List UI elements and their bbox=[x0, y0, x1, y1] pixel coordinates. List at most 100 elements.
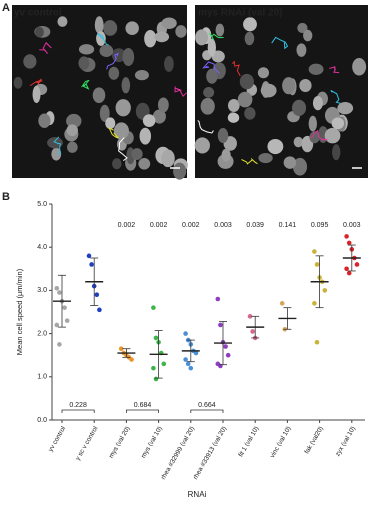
y-tick-label: 4.0 bbox=[37, 244, 47, 251]
data-point bbox=[54, 285, 60, 291]
data-point bbox=[118, 346, 124, 352]
cell bbox=[67, 141, 78, 153]
cell bbox=[206, 68, 218, 84]
cell-track bbox=[108, 127, 119, 139]
cell bbox=[227, 98, 240, 113]
data-point bbox=[153, 376, 159, 382]
cell bbox=[352, 58, 367, 76]
cell bbox=[292, 157, 308, 176]
cell bbox=[99, 104, 110, 122]
p-value: 0.003 bbox=[343, 222, 361, 229]
data-point bbox=[151, 365, 156, 371]
cell bbox=[161, 149, 175, 168]
cell-track bbox=[329, 66, 340, 74]
cell bbox=[308, 115, 317, 132]
data-point bbox=[354, 262, 360, 267]
cell bbox=[51, 147, 62, 161]
cell bbox=[122, 47, 135, 66]
cell bbox=[92, 87, 106, 104]
cell-track bbox=[330, 89, 341, 104]
cell bbox=[35, 26, 44, 38]
data-point bbox=[314, 262, 320, 267]
cell bbox=[113, 122, 129, 140]
cell bbox=[38, 113, 51, 128]
cell bbox=[99, 44, 114, 57]
cell bbox=[243, 17, 257, 32]
y-tick-label: 3.0 bbox=[37, 287, 47, 294]
cell-track bbox=[271, 36, 289, 50]
data-point bbox=[183, 331, 188, 336]
panel-label: B bbox=[2, 191, 10, 203]
cell bbox=[173, 162, 187, 180]
cell bbox=[152, 109, 166, 124]
cell bbox=[78, 44, 95, 55]
p-value: 0.002 bbox=[118, 222, 136, 229]
cell bbox=[131, 148, 143, 161]
cell bbox=[221, 148, 231, 162]
cell bbox=[293, 136, 304, 148]
panel-label: A bbox=[2, 2, 10, 14]
cell bbox=[282, 77, 296, 95]
cell bbox=[66, 124, 78, 137]
cell bbox=[309, 131, 320, 144]
cells bbox=[13, 16, 367, 180]
data-point bbox=[346, 240, 352, 246]
cell bbox=[195, 29, 209, 46]
data-point bbox=[57, 290, 62, 295]
p-value: 0.002 bbox=[182, 222, 200, 229]
data-point bbox=[344, 234, 349, 239]
x-tick-label: yv control bbox=[47, 425, 67, 453]
cell-track bbox=[106, 52, 119, 70]
y-axis-label: Mean cell speed (μm/min) bbox=[15, 268, 24, 355]
data-point bbox=[97, 307, 102, 313]
data-point bbox=[94, 292, 100, 298]
comparison-p-value: 0.664 bbox=[198, 402, 216, 409]
cell bbox=[94, 16, 104, 34]
cell bbox=[161, 17, 177, 29]
cell-track bbox=[241, 157, 258, 165]
data-point bbox=[312, 249, 317, 254]
cell bbox=[154, 31, 170, 43]
data-point bbox=[344, 266, 349, 272]
cell bbox=[105, 117, 116, 130]
data-point bbox=[225, 352, 231, 358]
comparison-p-value: 0.684 bbox=[134, 402, 152, 409]
x-tick-label: zyx (val 10) bbox=[334, 425, 357, 457]
y-tick-label: 2.0 bbox=[37, 330, 47, 337]
cell bbox=[13, 76, 23, 89]
image-label: yv control bbox=[14, 8, 62, 19]
cell bbox=[207, 38, 216, 57]
cell bbox=[312, 95, 323, 111]
cell bbox=[164, 56, 174, 72]
cell bbox=[308, 63, 324, 75]
p-value: 0.003 bbox=[214, 222, 232, 229]
y-tick-label: 0.0 bbox=[37, 417, 47, 424]
data-point bbox=[314, 339, 320, 345]
data-point bbox=[151, 305, 156, 310]
cell-track bbox=[96, 33, 109, 46]
cell bbox=[121, 77, 131, 94]
p-value: 0.095 bbox=[311, 222, 329, 229]
data-point bbox=[86, 253, 92, 259]
cell bbox=[78, 56, 90, 70]
cell-track bbox=[174, 86, 187, 98]
cell bbox=[296, 43, 307, 57]
cell bbox=[134, 69, 149, 81]
x-tick-label: y sc v control bbox=[74, 425, 99, 462]
cell bbox=[215, 23, 225, 37]
cell bbox=[292, 99, 307, 117]
data-point bbox=[62, 305, 67, 310]
cell bbox=[96, 31, 106, 46]
data-point bbox=[250, 329, 255, 334]
data-point bbox=[57, 342, 62, 347]
cell bbox=[203, 86, 215, 98]
cell-track bbox=[197, 120, 214, 134]
data-point bbox=[215, 296, 221, 302]
cell bbox=[239, 73, 254, 90]
cell bbox=[227, 112, 240, 123]
data-point bbox=[89, 262, 94, 267]
cell bbox=[257, 67, 270, 79]
comparison-bracket bbox=[61, 409, 95, 413]
cell-track bbox=[29, 78, 43, 87]
